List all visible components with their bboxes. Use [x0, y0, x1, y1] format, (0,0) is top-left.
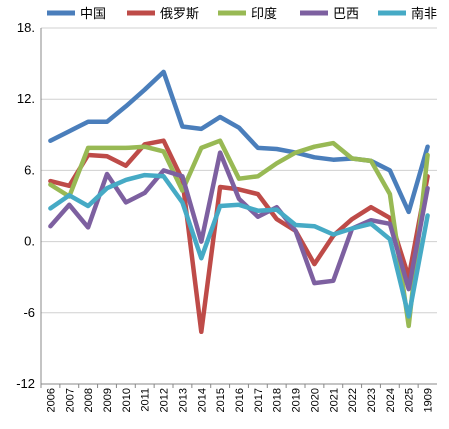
- legend-label-4: 南非: [411, 6, 437, 22]
- x-tick-label: 2006: [45, 388, 57, 412]
- x-tick-label: 2010: [121, 388, 133, 412]
- y-tick-label: 18.: [17, 20, 35, 35]
- legend-label-2: 印度: [251, 6, 277, 22]
- y-tick-label: -6: [23, 305, 35, 320]
- x-tick-label: 2021: [328, 388, 340, 412]
- y-axis-ticks: 18. 12. 6. 0. -6 -12: [16, 20, 35, 391]
- x-axis-ticks: 2006 2007 2008 2009 2010 2011 2012 2013 2014 2015…: [40, 384, 435, 412]
- x-tick-label: 2009: [102, 388, 114, 412]
- y-tick-label: -12: [16, 376, 35, 391]
- x-tick-label: 2011: [140, 388, 152, 412]
- x-tick-label: 2013: [177, 388, 189, 412]
- series-line-2: [48, 138, 430, 329]
- series-line-3: [48, 150, 430, 292]
- x-tick-label: 2008: [83, 388, 95, 412]
- x-tick-label: 2018: [272, 388, 284, 412]
- x-tick-label: 2019: [291, 388, 303, 412]
- x-tick-label: 2022: [347, 388, 359, 412]
- x-tick-label: 2023: [366, 388, 378, 412]
- x-tick-label: 2024: [385, 388, 397, 412]
- x-tick-label: 2025: [404, 388, 416, 412]
- y-tick-label: 0.: [24, 234, 35, 249]
- x-tick-label: 2007: [64, 388, 76, 412]
- series-line-4: [48, 172, 430, 319]
- y-tick-label: 6.: [24, 162, 35, 177]
- x-tick-label: 2012: [159, 388, 171, 412]
- series-line-1: [48, 138, 430, 335]
- x-tick-label: 2014: [196, 388, 208, 412]
- legend: 中国 俄罗斯 印度 巴西 南非: [47, 6, 437, 22]
- x-tick-label: 2017: [253, 388, 265, 412]
- x-tick-label: 2020: [309, 388, 321, 412]
- series-lines: [48, 69, 430, 335]
- x-tick-label: 2016: [234, 388, 246, 412]
- axes: [40, 28, 437, 385]
- y-tick-label: 12.: [17, 91, 35, 106]
- x-tick-label: 2015: [215, 388, 227, 412]
- legend-label-3: 巴西: [333, 7, 359, 22]
- legend-label-1: 俄罗斯: [160, 7, 199, 22]
- legend-label-0: 中国: [80, 7, 106, 22]
- x-tick-label: 1909: [423, 388, 435, 412]
